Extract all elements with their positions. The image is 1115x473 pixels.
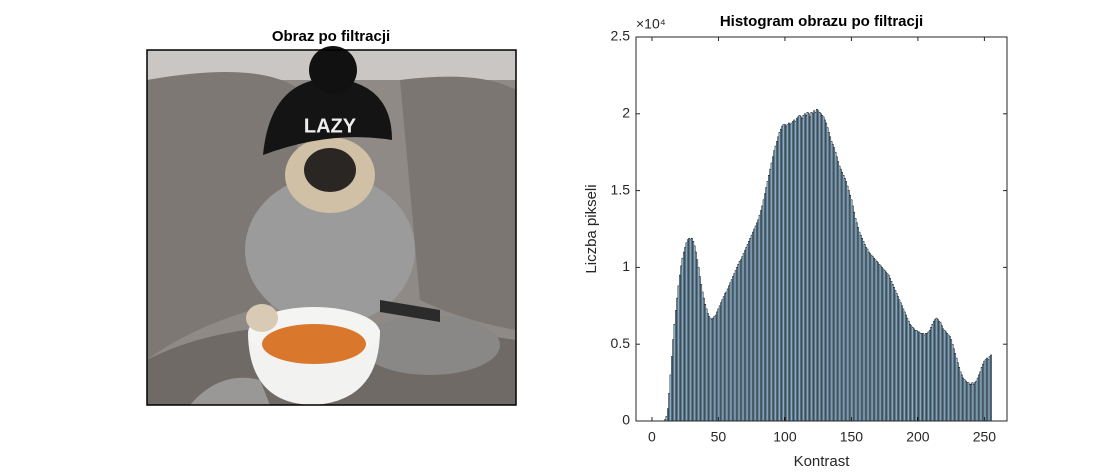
y-tick-label: 1 [622, 258, 630, 274]
x-tick-label: 200 [906, 429, 930, 445]
x-axis-label: Kontrast [794, 453, 851, 470]
x-tick-label: 0 [648, 429, 656, 445]
photo: LAZY [147, 46, 516, 405]
bar [990, 354, 992, 422]
y-tick-label: 2 [622, 105, 630, 121]
title: Histogram obrazu po filtracji [720, 13, 923, 30]
x-tick-label: 50 [711, 429, 727, 445]
x-tick-label: 100 [773, 429, 797, 445]
y-axis-label: Liczba pikseli [583, 184, 600, 273]
svg-text:LAZY: LAZY [304, 115, 357, 137]
histogram: 0 50 100 150 200 250 0 0.5 1 1.5 2 2.5 Histogram obr… [583, 13, 1008, 470]
y-exponent: ×10⁴ [636, 16, 666, 32]
image-title: Obraz po filtracji [272, 28, 390, 45]
y-tick-label: 2.5 [611, 28, 631, 44]
image-frame [146, 49, 517, 406]
x-tick-label: 150 [840, 429, 864, 445]
x-tick-label: 250 [973, 429, 997, 445]
y-tick-label: 1.5 [611, 181, 631, 197]
axes-box [635, 36, 1008, 422]
y-tick-label: 0 [622, 412, 630, 428]
y-tick-label: 0.5 [611, 335, 631, 351]
